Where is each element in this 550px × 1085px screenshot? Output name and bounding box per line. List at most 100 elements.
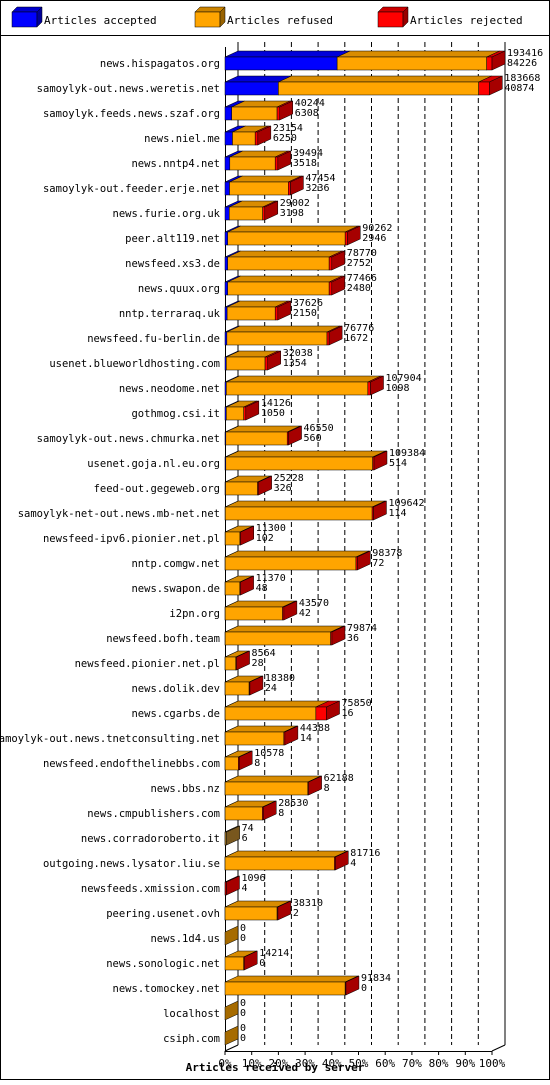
bar-segment-refused (225, 957, 244, 970)
bar-segment-top-accepted (225, 51, 350, 57)
server-label: feed-out.gegeweb.org (94, 483, 220, 495)
bar-segment-refused (337, 57, 487, 70)
server-label: news.neodome.net (119, 383, 220, 395)
bar-segment-refused (225, 982, 345, 995)
bar-segment-refused (226, 457, 373, 470)
server-label: usenet.blueworldhosting.com (49, 358, 220, 370)
bar-segment-refused (225, 907, 277, 920)
bar-segment-refused (225, 857, 334, 870)
value-label-secondary: 1050 (261, 408, 285, 419)
legend-swatch (12, 12, 37, 27)
bar-segment-refused (225, 707, 316, 720)
bar-segment-refused (230, 182, 289, 195)
bar-segment-accepted (225, 257, 228, 270)
server-label: news.hispagatos.org (100, 58, 220, 70)
bar-segment-refused (230, 157, 275, 170)
value-label-secondary: 326 (274, 483, 292, 494)
value-label-secondary: 1098 (386, 383, 410, 394)
bar-segment-accepted (225, 107, 232, 120)
bar-segment-top-refused (226, 451, 386, 457)
bar-segment-refused (225, 582, 240, 595)
value-label-secondary: 1672 (344, 333, 368, 344)
value-label-secondary: 0 (240, 1008, 246, 1019)
bar-segment-rejected (275, 157, 278, 170)
server-label: news.quux.org (138, 283, 220, 295)
bar-segment-accepted (225, 207, 229, 220)
server-label: i2pn.org (169, 608, 220, 620)
server-label: news.swapon.de (131, 583, 220, 595)
bar-segment-refused (226, 382, 368, 395)
value-label-secondary: 114 (388, 508, 406, 519)
value-label-secondary: 14 (300, 733, 312, 744)
bar-segment-top-refused (227, 326, 340, 332)
server-label: outgoing.news.lysator.liu.se (43, 858, 220, 870)
server-label: peer.alt119.net (125, 233, 220, 245)
bar-segment-top-refused (228, 226, 358, 232)
server-label: nntp.terraraq.uk (119, 308, 221, 320)
value-label-secondary: 3518 (293, 158, 317, 169)
x-tick-label: 80% (429, 1057, 449, 1070)
bar-segment-rejected (265, 357, 268, 370)
bar-segment-refused (226, 432, 287, 445)
bar-segment-refused (228, 257, 329, 270)
value-label-secondary: 4 (350, 858, 356, 869)
bar-segment-refused (225, 782, 308, 795)
server-label: samoylyk-net-out.news.mb-net.net (18, 508, 220, 520)
value-label-secondary: 6250 (273, 133, 297, 144)
legend-label: Articles rejected (410, 14, 523, 27)
x-axis-label: Articles received by server (186, 1061, 365, 1074)
server-label: news.cmpublishers.com (87, 808, 220, 820)
value-label-secondary: 48 (256, 583, 268, 594)
bar-segment-rejected (263, 207, 265, 220)
bar-segment-accepted (225, 182, 230, 195)
server-label: news.tomockey.net (113, 983, 220, 995)
bar-segment-refused (226, 482, 258, 495)
server-label: samoylyk.feeds.news.szaf.org (43, 108, 220, 120)
bar-segment-rejected (288, 182, 290, 195)
bar-segment-top-refused (228, 276, 342, 282)
value-label-secondary: 2752 (347, 258, 371, 269)
value-label-secondary: 40874 (504, 83, 534, 94)
value-label-secondary: 8 (324, 783, 330, 794)
value-label-secondary: 102 (256, 533, 274, 544)
bar-segment-accepted (225, 307, 227, 320)
bar-segment-refused (229, 207, 262, 220)
server-label: news.sonologic.net (106, 958, 220, 970)
value-label-secondary: 24 (265, 683, 277, 694)
value-label-secondary: 3236 (305, 183, 329, 194)
bar-segment-accepted (225, 82, 278, 95)
server-label: newsfeed-ipv6.pionier.net.pl (43, 533, 220, 545)
bar-segment-rejected (479, 82, 490, 95)
bar-segment-accepted (225, 157, 230, 170)
server-label: nntp.comgw.net (131, 558, 220, 570)
bar-segment-refused (225, 607, 282, 620)
server-label: news.dolik.dev (131, 683, 220, 695)
bar-segment-top-refused (225, 501, 385, 507)
bar-segment-top-refused (225, 776, 321, 782)
server-label: usenet.goja.nl.eu.org (87, 458, 220, 470)
bar-segment-refused (225, 732, 284, 745)
value-label-secondary: 0 (259, 958, 265, 969)
bar-segment-rejected (244, 407, 246, 420)
bar-segment-accepted (225, 132, 232, 145)
bar-segment-accepted (225, 332, 227, 345)
value-label-secondary: 16 (342, 708, 354, 719)
value-label-secondary: 72 (372, 558, 384, 569)
bar-segment-refused (227, 332, 327, 345)
x-tick-label: 60% (375, 1057, 395, 1070)
bar-segment-rejected (329, 282, 332, 295)
server-label: csiph.com (163, 1033, 220, 1045)
legend-label: Articles refused (227, 14, 333, 27)
server-label: gothmog.csi.it (131, 408, 220, 420)
bar-segment-refused (225, 507, 372, 520)
bar-segment-refused (225, 557, 356, 570)
legend-swatch (195, 12, 220, 27)
bar-segment-refused (225, 632, 330, 645)
value-label-secondary: 1354 (283, 358, 307, 369)
server-label: news.nntp4.net (131, 158, 220, 170)
bar-segment-accepted (225, 232, 228, 245)
bar-segment-top-refused (225, 551, 369, 557)
value-label-secondary: 2150 (293, 308, 317, 319)
legend-swatch (378, 12, 403, 27)
